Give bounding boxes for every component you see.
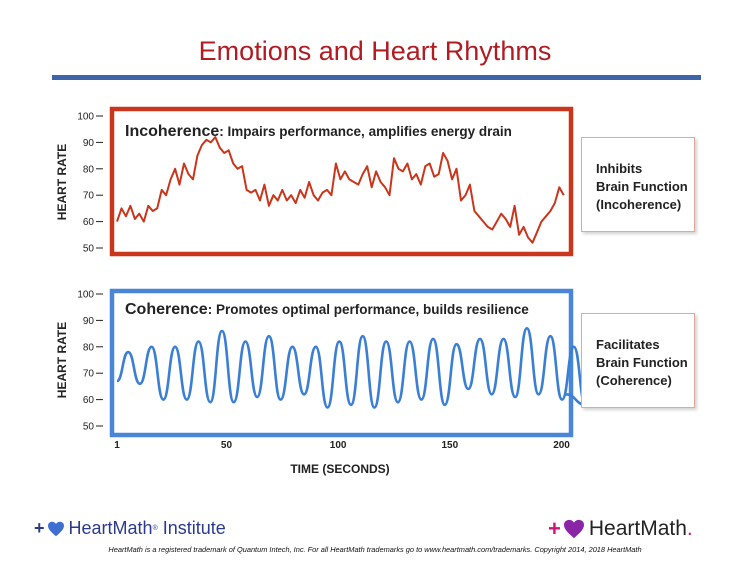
incoherence-caption-rest: : Impairs performance, amplifies energy … — [219, 124, 512, 139]
incoherence-caption-bold: Incoherence — [125, 123, 219, 140]
coherence-ytick-label: 60 — [83, 395, 95, 406]
coherence-side-line-3: (Coherence) — [596, 373, 672, 388]
coherence-side-label: Facilitates Brain Function (Coherence) — [581, 313, 695, 408]
incoherence-ytick-label: 90 — [83, 138, 95, 149]
right-logo-dot: . — [686, 517, 693, 540]
right-logo-text: HeartMath — [588, 517, 687, 540]
left-logo-registered: ® — [152, 525, 158, 532]
incoherence-side-label: Inhibits Brain Function (Incoherence) — [581, 137, 695, 232]
incoherence-line — [116, 136, 565, 244]
coherence-ytick-label: 90 — [83, 316, 95, 327]
incoherence-ytick-label: 100 — [77, 112, 94, 123]
x-axis-label: TIME (SECONDS) — [290, 462, 389, 476]
left-logo-text: HeartMath — [68, 518, 153, 538]
heart-icon — [563, 519, 584, 539]
left-logo-suffix: Institute — [157, 518, 226, 538]
coherence-caption-bold: Coherence — [125, 301, 208, 318]
xtick-label: 1 — [114, 440, 120, 451]
coherence-ytick-label: 50 — [83, 422, 95, 433]
xtick-label: 150 — [441, 440, 458, 451]
coherence-caption: Coherence: Promotes optimal performance,… — [125, 301, 529, 318]
plus-icon: + — [548, 516, 561, 541]
page-title: Emotions and Heart Rhythms — [198, 36, 552, 66]
coherence-side-line-1: Facilitates — [596, 337, 660, 352]
coherence-ylabel: HEART RATE — [55, 322, 69, 398]
heartmath-institute-logo: + HeartMath ® Institute — [34, 518, 226, 539]
title-divider — [52, 75, 701, 80]
coherence-frame — [109, 288, 574, 438]
plus-icon: + — [34, 518, 45, 538]
incoherence-caption: Incoherence: Impairs performance, amplif… — [125, 123, 512, 140]
coherence-ytick-label: 70 — [83, 369, 95, 380]
coherence-side-line-2: Brain Function — [596, 355, 688, 370]
coherence-line — [116, 327, 587, 409]
incoherence-side-line-2: Brain Function — [596, 179, 688, 194]
incoherence-side-line-1: Inhibits — [596, 161, 643, 176]
incoherence-ytick-label: 60 — [83, 217, 95, 228]
heart-icon — [47, 521, 64, 536]
coherence-ytick-label: 80 — [83, 342, 95, 353]
heart-rhythm-charts: 100 90 80 70 60 50 HEART RATE Incoherence: Impa… — [55, 106, 587, 476]
coherence-caption-rest: : Promotes optimal performance, builds r… — [208, 302, 530, 317]
coherence-ytick-label: 100 — [77, 290, 94, 301]
incoherence-ytick-label: 70 — [83, 191, 95, 202]
copyright-footnote: HeartMath is a registered trademark of Q… — [108, 545, 642, 554]
xtick-label: 50 — [221, 440, 233, 451]
incoherence-ytick-label: 80 — [83, 164, 95, 175]
incoherence-side-line-3: (Incoherence) — [596, 197, 682, 212]
heartmath-logo: + HeartMath. — [548, 516, 693, 542]
incoherence-ylabel: HEART RATE — [55, 144, 69, 220]
incoherence-ytick-label: 50 — [83, 244, 95, 255]
xtick-label: 100 — [330, 440, 347, 451]
incoherence-frame — [109, 106, 574, 257]
xtick-label: 200 — [553, 440, 570, 451]
